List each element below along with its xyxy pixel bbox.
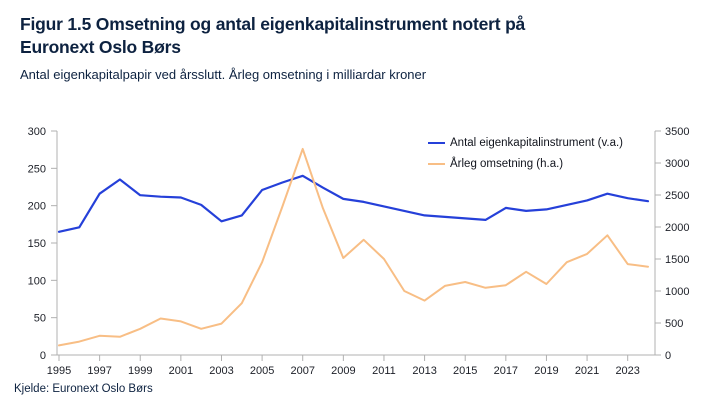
y-right-tick-label: 3000: [665, 158, 689, 170]
y-left-tick-label: 250: [28, 163, 46, 175]
y-left-tick-label: 300: [28, 126, 46, 138]
legend-item-instruments: Antal eigenkapitalinstrument (v.a.): [428, 132, 623, 153]
chart-legend: Antal eigenkapitalinstrument (v.a.) Årle…: [428, 132, 623, 174]
y-right-tick-label: 3500: [665, 126, 689, 138]
y-left-tick-label: 100: [28, 275, 46, 287]
series-line-1: [57, 174, 650, 233]
x-tick-label: 2019: [534, 365, 558, 377]
x-tick-label: 1999: [128, 365, 152, 377]
x-tick-label: 2001: [169, 365, 193, 377]
y-left-tick-label: 150: [28, 238, 46, 250]
figure-header: Figur 1.5 Omsetning og antal eigenkapita…: [20, 13, 595, 82]
figure-subtitle: Antal eigenkapitalpapir ved årsslutt. År…: [20, 66, 427, 82]
series-line-2: [58, 147, 649, 347]
legend-label-turnover: Årleg omsetning (h.a.): [450, 157, 564, 170]
x-tick-label: 2011: [372, 365, 396, 377]
source-note: Kjelde: Euronext Oslo Børs: [14, 383, 153, 395]
series1-line-swatch: [428, 141, 445, 144]
x-tick-label: 2005: [250, 365, 274, 377]
x-tick-label: 1995: [47, 365, 71, 377]
y-left-tick-label: 0: [40, 350, 46, 362]
x-tick-label: 2003: [209, 365, 233, 377]
x-tick-label: 2013: [412, 365, 436, 377]
x-tick-label: 2007: [290, 365, 314, 377]
x-tick-label: 2021: [575, 365, 599, 377]
y-right-tick-label: 1000: [665, 286, 689, 298]
y-right-tick-label: 500: [665, 318, 683, 330]
x-tick-label: 2023: [615, 365, 639, 377]
y-right-tick-label: 1500: [665, 254, 689, 266]
y-right-tick-label: 2000: [665, 222, 689, 234]
x-tick-label: 2015: [453, 365, 477, 377]
y-right-tick-label: 2500: [665, 190, 689, 202]
legend-item-turnover: Årleg omsetning (h.a.): [428, 153, 623, 174]
x-tick-label: 1997: [87, 365, 111, 377]
x-tick-label: 2017: [494, 365, 518, 377]
y-left-tick-label: 200: [28, 201, 46, 213]
x-tick-label: 2009: [331, 365, 355, 377]
figure-title: Figur 1.5 Omsetning og antal eigenkapita…: [20, 14, 526, 58]
series2-line-swatch: [428, 162, 445, 165]
y-right-tick-label: 0: [665, 350, 671, 362]
legend-label-instruments: Antal eigenkapitalinstrument (v.a.): [450, 136, 624, 149]
y-left-tick-label: 50: [34, 313, 46, 325]
